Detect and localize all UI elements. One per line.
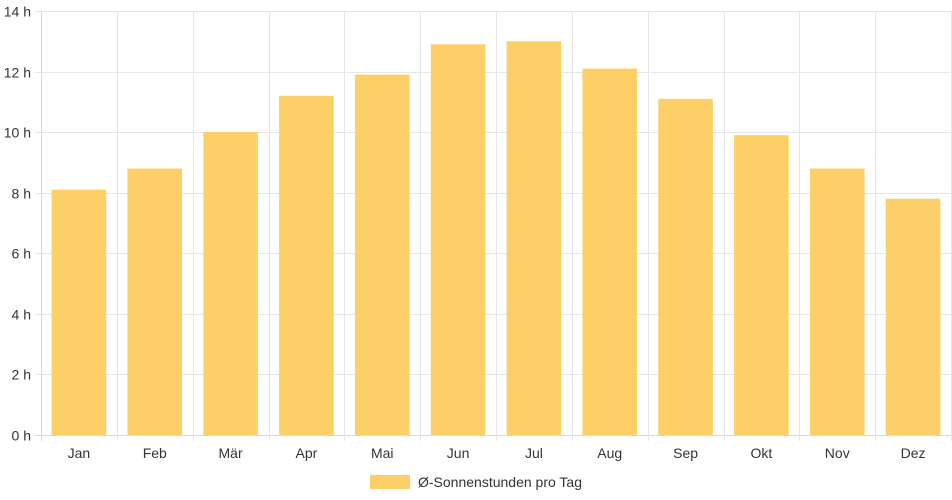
bar-apr[interactable] <box>279 95 334 436</box>
legend-label: Ø-Sonnenstunden pro Tag <box>418 474 582 490</box>
bar-jul[interactable] <box>506 41 562 436</box>
axes: 0 h 2 h 4 h 6 h 8 h 10 h 12 h 14 h Jan Feb Mär Apr M… <box>4 4 926 462</box>
y-tick-label: 6 h <box>12 246 31 262</box>
y-tick-label: 4 h <box>12 307 31 323</box>
x-tick-label: Jan <box>68 445 91 461</box>
legend-swatch <box>370 475 410 489</box>
bar-mär[interactable] <box>203 132 258 435</box>
bar-nov[interactable] <box>809 168 865 435</box>
x-tick-label: Jun <box>447 445 470 461</box>
y-tick-label: 10 h <box>4 125 31 141</box>
bar-dez[interactable] <box>885 198 941 435</box>
bar-jan[interactable] <box>51 189 107 435</box>
x-tick-label: Okt <box>751 445 773 461</box>
bar-sep[interactable] <box>658 98 713 435</box>
x-tick-label: Mai <box>371 445 394 461</box>
x-tick-label: Dez <box>901 445 926 461</box>
y-tick-label: 0 h <box>12 428 31 444</box>
legend[interactable]: Ø-Sonnenstunden pro Tag <box>0 470 952 494</box>
bars <box>51 41 941 436</box>
bar-mai[interactable] <box>354 74 410 435</box>
bar-feb[interactable] <box>127 168 183 435</box>
bar-jun[interactable] <box>430 44 486 436</box>
x-tick-label: Jul <box>525 445 543 461</box>
bar-aug[interactable] <box>582 68 638 436</box>
grid <box>35 11 952 441</box>
x-tick-label: Mär <box>219 445 243 461</box>
x-tick-label: Feb <box>143 445 167 461</box>
y-tick-label: 12 h <box>4 65 31 81</box>
x-tick-label: Apr <box>296 445 318 461</box>
x-tick-label: Aug <box>597 445 622 461</box>
y-tick-label: 14 h <box>4 4 31 20</box>
x-tick-label: Nov <box>825 445 850 461</box>
bar-okt[interactable] <box>734 135 789 435</box>
y-tick-label: 8 h <box>12 186 31 202</box>
y-tick-label: 2 h <box>12 367 31 383</box>
bar-chart: 0 h 2 h 4 h 6 h 8 h 10 h 12 h 14 h Jan Feb Mär Apr M… <box>4 4 952 462</box>
x-tick-label: Sep <box>673 445 698 461</box>
